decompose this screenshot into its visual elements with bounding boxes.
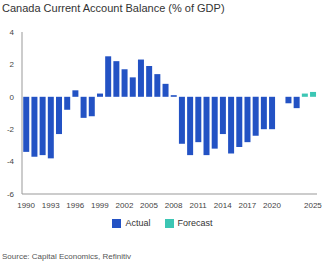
html-text:Forecast: Forecast bbox=[177, 218, 213, 228]
svg-text:2025: 2025 bbox=[304, 201, 317, 210]
html-text:Actual: Actual bbox=[125, 218, 151, 228]
svg-text:2008: 2008 bbox=[165, 201, 183, 210]
svg-text:1993: 1993 bbox=[42, 201, 60, 210]
svg-text:2011: 2011 bbox=[190, 201, 208, 210]
svg-text:2005: 2005 bbox=[140, 201, 158, 210]
svg-text:-6: -6 bbox=[8, 190, 15, 199]
svg-text:2014: 2014 bbox=[214, 201, 232, 210]
svg-text:4: 4 bbox=[10, 28, 15, 37]
svg-text:2017: 2017 bbox=[238, 201, 256, 210]
svg-text:-2: -2 bbox=[8, 125, 15, 134]
svg-text:0: 0 bbox=[10, 93, 15, 102]
svg-text:1999: 1999 bbox=[91, 201, 109, 210]
svg-text:2002: 2002 bbox=[116, 201, 134, 210]
svg-text:2020: 2020 bbox=[263, 201, 281, 210]
svg-text:1990: 1990 bbox=[17, 201, 35, 210]
html-text:Source: Capital Economics, Ref: Source: Capital Economics, Refinitiv bbox=[2, 252, 131, 261]
html-text:Canada Current Account Balance: Canada Current Account Balance (% of GDP… bbox=[2, 2, 225, 14]
svg-text:-4: -4 bbox=[8, 157, 15, 166]
svg-text:1996: 1996 bbox=[66, 201, 84, 210]
svg-text:2: 2 bbox=[10, 60, 15, 69]
